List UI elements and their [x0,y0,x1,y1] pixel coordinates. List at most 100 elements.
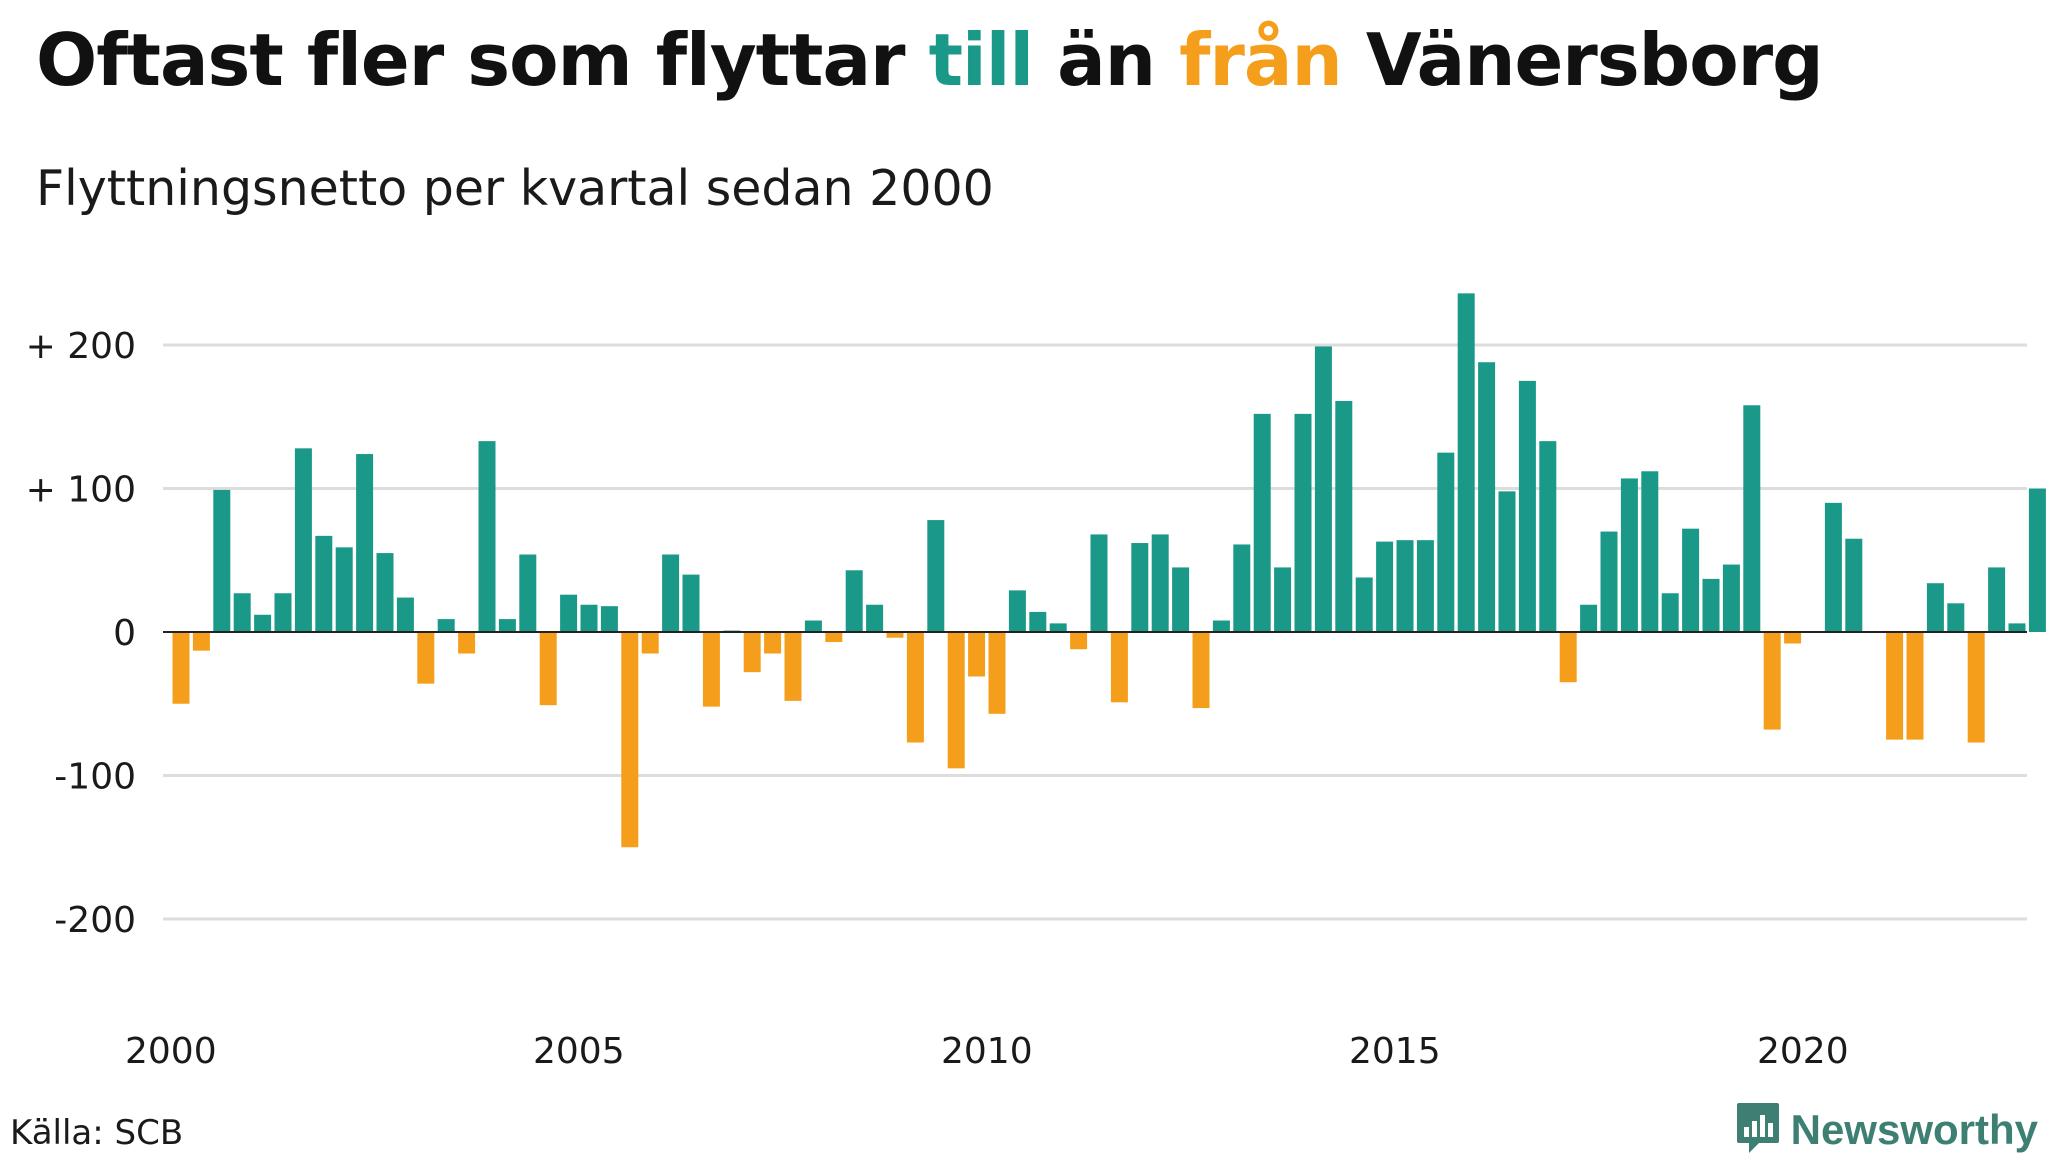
title-part-1: Oftast fler som flyttar [36,18,929,102]
y-axis-ticks: + 200 + 100 0 -100 -200 [26,326,136,941]
bar [1559,632,1577,683]
y-tick-label: + 100 [26,470,136,511]
bar [315,535,333,633]
bar [519,554,537,632]
bar [1090,534,1108,632]
newsworthy-logo-icon [1735,1101,1781,1159]
bar [1620,478,1638,632]
bar [1824,502,1842,632]
bar [1172,567,1190,632]
bar [498,619,516,633]
bar [662,554,680,632]
chart-subtitle: Flyttningsnetto per kvartal sedan 2000 [36,160,994,217]
bar [1906,632,1924,740]
bar [1763,632,1781,730]
bar [1967,632,1985,743]
y-tick-label: -200 [54,900,136,941]
bar [600,606,618,632]
bar [356,454,374,632]
bar [1539,441,1557,632]
bar [1110,632,1128,703]
bar [396,597,414,632]
y-tick-label: -100 [54,757,136,798]
bar [784,632,802,701]
bar [1702,578,1720,632]
title-fran: från [1179,18,1343,102]
bar [1355,577,1373,632]
grid-lines [163,343,2027,921]
bar [1274,567,1292,632]
bar [1926,583,1944,632]
bar [1947,603,1965,632]
bar [702,632,720,707]
bar [1722,564,1740,632]
bar [1845,538,1863,633]
brand: Newsworthy [1735,1100,2038,1160]
bars [172,293,2046,848]
bar [866,604,884,633]
bar [274,593,292,632]
y-tick-label: 0 [113,613,136,654]
bar [1886,632,1904,740]
bar [1498,491,1516,632]
bar [1049,623,1067,632]
bar [1294,413,1312,632]
bar [825,632,843,643]
bar [2028,488,2046,632]
bar [1661,593,1679,632]
bar [417,632,435,684]
bar [1784,632,1802,644]
title-till: till [928,18,1034,102]
bar [458,632,476,654]
title-part-3: Vänersborg [1341,18,1824,102]
bar [1008,590,1026,632]
source-label: Källa: SCB [10,1113,184,1153]
x-tick-label: 2000 [125,1031,217,1072]
x-axis-ticks: 2000 2005 2010 2015 2020 [125,1031,1849,1072]
bar [927,520,945,632]
bar [1457,293,1475,632]
bar [560,594,578,632]
bar [906,632,924,743]
bar [580,604,598,633]
chart-title: Oftast fler som flyttar till än från Vän… [36,18,1824,102]
bar [254,614,272,632]
bar [478,441,496,632]
bar [988,632,1006,714]
bar [968,632,986,677]
bar [1376,541,1394,633]
bar [1029,611,1047,632]
bar [376,553,394,632]
bar [1988,567,2006,632]
bar [233,593,251,632]
bar [2008,623,2026,632]
x-tick-label: 2005 [533,1031,625,1072]
bar [1641,471,1659,632]
bar [1151,534,1169,632]
bar [804,620,822,632]
bar [621,632,639,848]
bar [1070,632,1088,650]
bar [1580,604,1598,633]
brand-name: Newsworthy [1790,1106,2038,1153]
bar [1682,528,1700,632]
bar [1131,543,1149,632]
bar [641,632,659,654]
bar [213,489,231,632]
bar [1335,400,1353,632]
bar [1437,452,1455,633]
bar [539,632,557,706]
bar-chart: + 200 + 100 0 -100 -200 2000 2005 2010 2015 2020 [26,293,2046,1072]
x-tick-label: 2020 [1757,1031,1849,1072]
bar [1192,632,1210,709]
bar [192,632,210,651]
bar [764,632,782,654]
bar [335,547,353,633]
bar [682,574,700,632]
title-part-2: än [1033,18,1180,102]
x-tick-label: 2015 [1349,1031,1441,1072]
bar [172,632,190,704]
bar [845,570,863,632]
x-tick-label: 2010 [941,1031,1033,1072]
bar [1416,540,1434,632]
